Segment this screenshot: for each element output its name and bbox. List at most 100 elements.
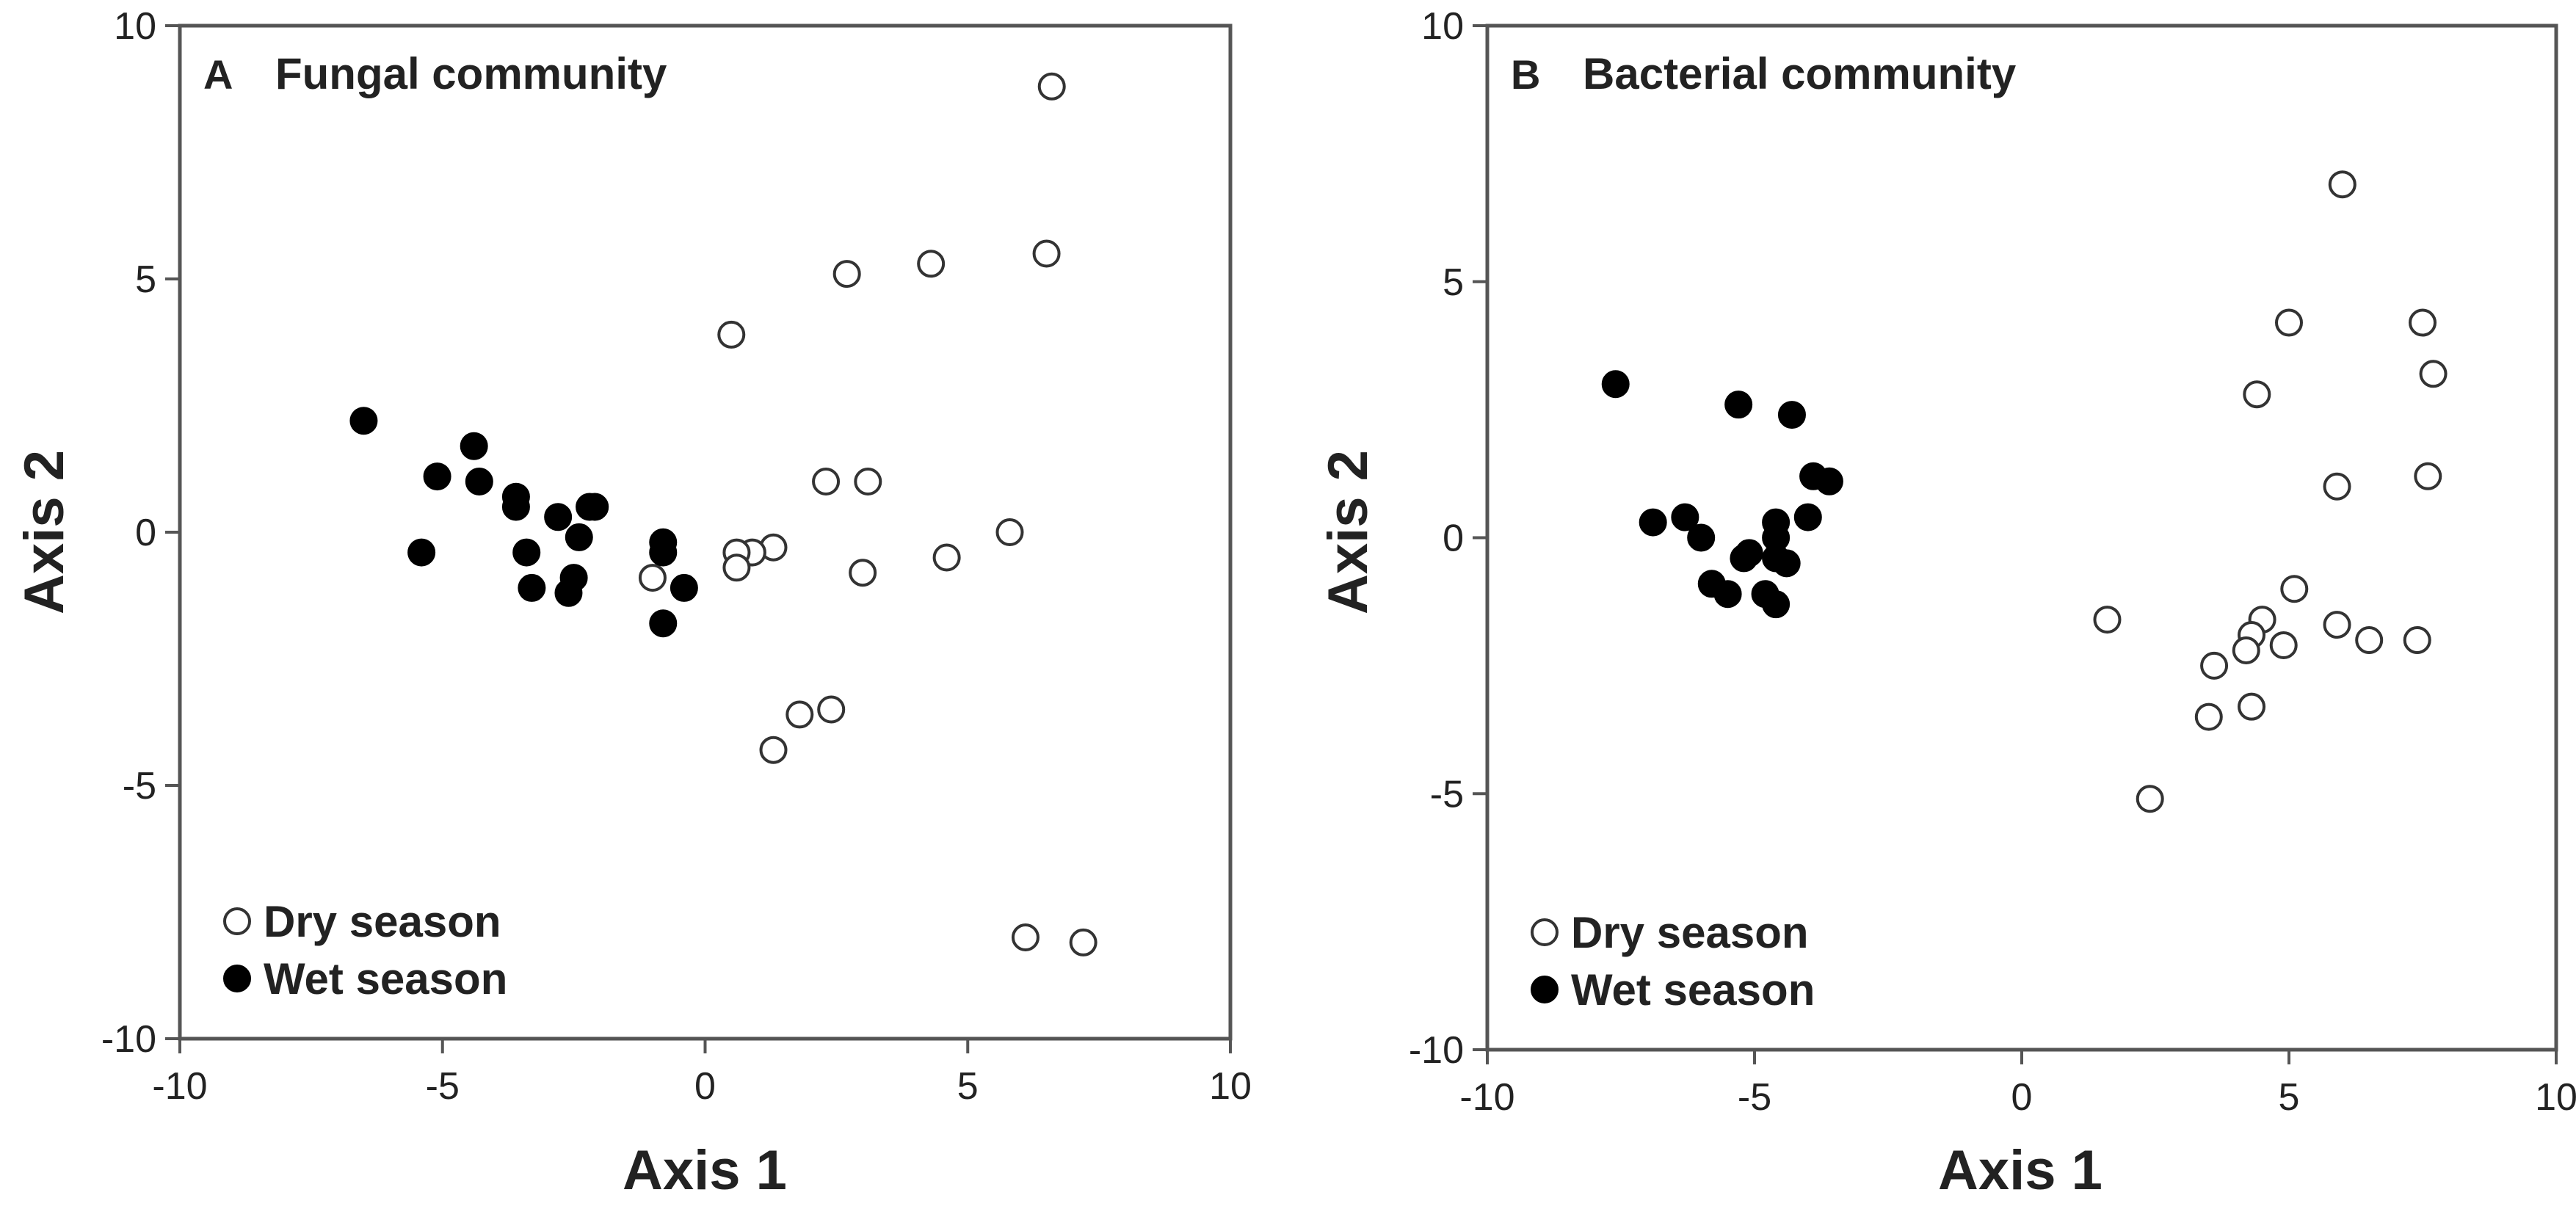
legend-label: Wet season — [1571, 965, 1815, 1014]
data-point — [2419, 360, 2448, 388]
data-point — [717, 320, 746, 349]
legend-marker — [1531, 918, 1559, 946]
panel-letter: B — [1511, 51, 1540, 98]
y-tick-label: -10 — [1409, 1029, 1464, 1072]
data-point — [1772, 549, 1801, 578]
panel-a: -10 -5 0 5 10 -10 -5 0 5 10 Axis 1 Axis 2 A Fungal co… — [13, 5, 1252, 1202]
data-point — [2238, 692, 2266, 721]
data-point — [854, 468, 882, 495]
data-point — [649, 538, 678, 567]
legend-label: Dry season — [1571, 908, 1809, 957]
data-point — [2200, 651, 2229, 680]
data-point — [576, 493, 604, 521]
data-point — [1671, 503, 1699, 531]
y-tick-label: 0 — [1443, 518, 1464, 560]
data-point — [1713, 580, 1742, 609]
x-axis-title: Axis 1 — [623, 1139, 787, 1202]
data-point — [2269, 631, 2298, 659]
data-point — [1730, 544, 1758, 573]
legend-marker — [1531, 976, 1559, 1003]
data-point — [932, 543, 961, 572]
panel-title: Fungal community — [275, 49, 667, 98]
y-tick-label: 5 — [1443, 261, 1464, 304]
data-point — [2355, 626, 2384, 654]
series-dry-season — [638, 72, 1097, 956]
data-point — [460, 432, 488, 460]
panel-letter: A — [203, 51, 233, 98]
data-point — [1762, 590, 1790, 619]
series-dry-season — [2093, 170, 2448, 813]
data-point — [1687, 523, 1716, 552]
legend-marker — [223, 907, 251, 935]
data-point — [2194, 702, 2223, 731]
plot-frame — [1485, 23, 2558, 1052]
y-tick-label: 10 — [1421, 5, 1464, 48]
data-point — [2280, 575, 2309, 603]
x-axis-title: Axis 1 — [1938, 1139, 2102, 1202]
x-tick-label: -5 — [426, 1065, 460, 1108]
data-point — [1069, 928, 1097, 956]
data-point — [1011, 923, 1040, 951]
data-point — [2243, 380, 2271, 409]
data-point — [2093, 606, 2122, 634]
plot-frame — [178, 23, 1233, 1041]
series-wet-season — [349, 407, 698, 638]
data-point — [2275, 308, 2303, 337]
x-tick-label: 5 — [957, 1065, 979, 1108]
data-point — [512, 538, 541, 567]
data-point — [670, 573, 698, 602]
data-point — [1815, 467, 1843, 495]
data-point — [786, 700, 814, 729]
x-tick-label: 0 — [694, 1065, 716, 1108]
data-point — [518, 573, 546, 602]
x-tick-label: -10 — [152, 1065, 207, 1108]
data-point — [2409, 308, 2437, 337]
x-tick-label: -5 — [1738, 1076, 1771, 1119]
data-point — [2323, 472, 2351, 501]
legend: Dry season Wet season — [1531, 908, 1815, 1014]
y-tick-label: 5 — [135, 258, 156, 301]
data-point — [1037, 72, 1066, 101]
legend-marker — [223, 965, 251, 992]
data-point — [1032, 239, 1061, 268]
legend-label: Wet season — [264, 954, 507, 1003]
data-point — [1777, 401, 1806, 429]
data-point — [1724, 391, 1753, 419]
data-point — [722, 553, 751, 582]
y-axis-title: Axis 2 — [1317, 450, 1379, 614]
data-point — [759, 736, 788, 764]
data-point — [2403, 626, 2431, 654]
data-point — [2328, 170, 2357, 199]
x-tick-label: 5 — [2279, 1076, 2300, 1119]
data-point — [638, 564, 667, 592]
data-point — [832, 260, 861, 288]
data-point — [817, 695, 846, 724]
data-point — [465, 468, 493, 495]
series-wet-season — [1601, 370, 1843, 619]
data-point — [349, 407, 378, 435]
data-point — [544, 503, 573, 531]
x-tick-label: 10 — [1209, 1065, 1252, 1108]
legend-label: Dry season — [264, 897, 501, 946]
y-tick-label: 0 — [135, 512, 156, 554]
data-point — [407, 538, 436, 567]
data-point — [565, 523, 593, 551]
data-point — [1601, 370, 1630, 399]
y-tick-label: -10 — [101, 1018, 156, 1061]
data-point — [2414, 462, 2442, 490]
data-point — [2323, 611, 2351, 639]
data-point — [849, 559, 877, 587]
data-point — [1793, 503, 1822, 531]
y-tick-label: 10 — [114, 5, 156, 48]
data-point — [917, 250, 946, 278]
y-tick-label: -5 — [1430, 773, 1464, 816]
data-point — [423, 462, 451, 491]
data-point — [2232, 636, 2260, 664]
x-tick-label: 10 — [2535, 1076, 2576, 1119]
panel-title: Bacterial community — [1583, 49, 2017, 98]
data-point — [1639, 508, 1667, 537]
legend: Dry season Wet season — [223, 897, 507, 1003]
data-point — [501, 493, 530, 521]
data-point — [649, 609, 678, 638]
